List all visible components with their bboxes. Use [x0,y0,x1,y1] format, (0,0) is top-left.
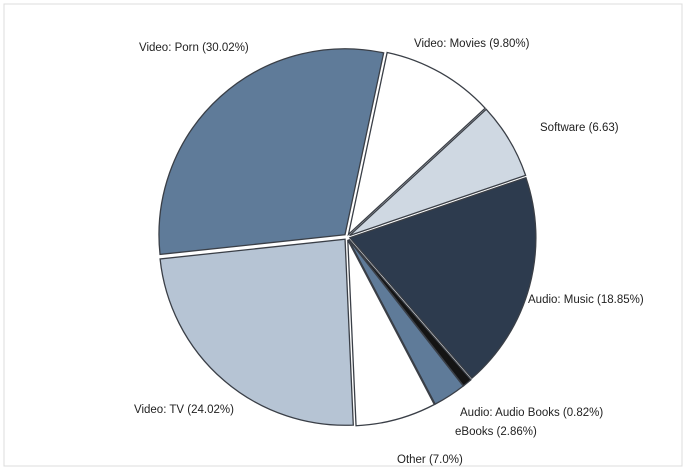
pie-slice [347,239,436,427]
slice-label: Audio: Audio Books (0.82%) [460,407,603,419]
slice-label: eBooks (2.86%) [455,426,537,438]
slice-label: Video: TV (24.02%) [134,404,234,416]
pie-slice [158,48,385,256]
pie-slice [159,238,354,426]
pie-slice [349,108,527,237]
slice-label: Audio: Music (18.85%) [528,294,644,306]
pie-slice [347,51,487,237]
slice-label: Video: Porn (30.02%) [139,42,249,54]
pie-slice [348,176,537,380]
slice-label: Software (6.63) [540,122,619,134]
slice-label: Video: Movies (9.80%) [414,38,530,50]
pie-slice [348,239,465,406]
slice-label: Other (7.0%) [397,454,463,466]
